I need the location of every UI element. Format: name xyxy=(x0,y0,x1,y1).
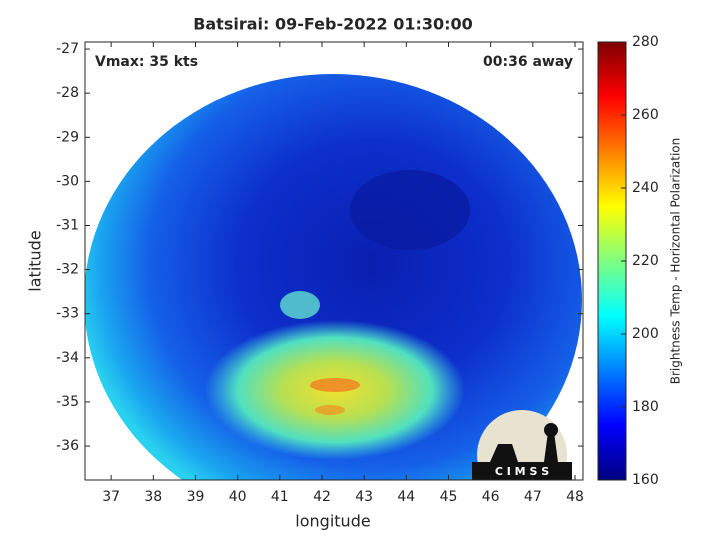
annotation: Vmax: 35 kts xyxy=(95,54,198,70)
logo-text: C I M S S xyxy=(495,465,549,478)
y-tick-label: -33 xyxy=(56,306,79,322)
colorbar-tick-label: 260 xyxy=(632,107,659,123)
x-tick-label: 37 xyxy=(102,489,120,505)
colorbar-tick-label: 240 xyxy=(632,180,659,196)
x-tick-label: 38 xyxy=(144,489,162,505)
y-tick-label: -27 xyxy=(56,41,79,57)
x-tick-label: 45 xyxy=(440,489,458,505)
colorbar-tick-label: 200 xyxy=(632,326,659,342)
colorbar-label: Brightness Temp - Horizontal Polarizatio… xyxy=(669,138,683,385)
y-tick-label: -31 xyxy=(56,217,79,233)
y-tick-label: -28 xyxy=(56,85,79,101)
chart-title: Batsirai: 09-Feb-2022 01:30:00 xyxy=(193,15,473,34)
y-tick-label: -32 xyxy=(56,262,79,278)
x-tick-label: 42 xyxy=(313,489,331,505)
plot-frame xyxy=(84,41,584,481)
y-tick-label: -35 xyxy=(56,394,79,410)
logo: C I M S S xyxy=(472,410,572,480)
x-axis-label: longitude xyxy=(295,512,370,531)
annotation: 00:36 away xyxy=(483,54,573,70)
x-tick-label: 47 xyxy=(524,489,542,505)
colorbar-tick-label: 280 xyxy=(632,34,659,50)
colorbar-tick-label: 180 xyxy=(632,399,659,415)
x-tick-label: 43 xyxy=(355,489,373,505)
x-tick-label: 41 xyxy=(271,489,289,505)
x-tick-label: 46 xyxy=(482,489,500,505)
x-tick-label: 39 xyxy=(187,489,205,505)
y-tick-label: -36 xyxy=(56,438,79,454)
colorbar-tick-label: 220 xyxy=(632,253,659,269)
x-tick-label: 44 xyxy=(397,489,415,505)
y-tick-label: -30 xyxy=(56,173,79,189)
y-axis-label: latitude xyxy=(26,230,45,291)
y-tick-label: -29 xyxy=(56,129,79,145)
y-tick-label: -34 xyxy=(56,350,79,366)
x-tick-label: 40 xyxy=(229,489,247,505)
image xyxy=(85,74,582,480)
colorbar-tick-label: 160 xyxy=(632,472,659,488)
x-tick-label: 48 xyxy=(566,489,584,505)
